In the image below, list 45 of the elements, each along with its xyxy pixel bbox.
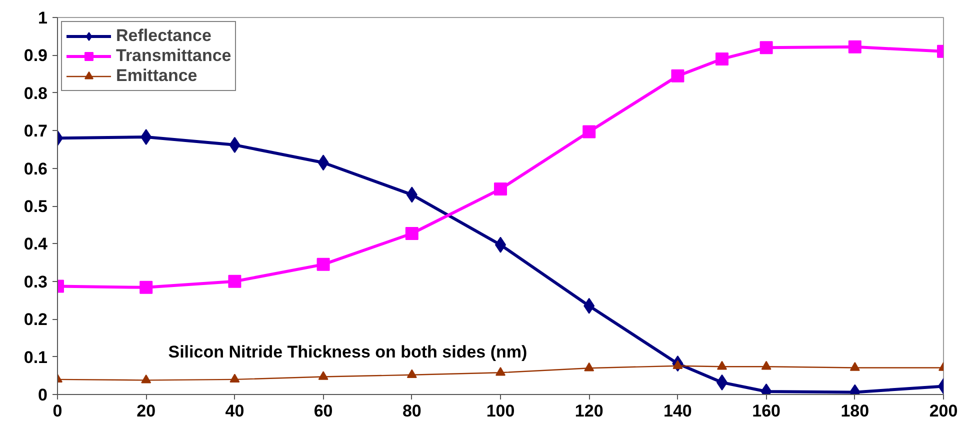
x-tick-label: 200 [929, 402, 958, 420]
point [582, 125, 596, 138]
point [406, 369, 417, 378]
x-tick-label: 80 [402, 402, 422, 420]
point [140, 280, 153, 294]
point [584, 362, 594, 372]
y-tick-label: 0 [38, 386, 48, 404]
x-tick-label: 120 [574, 402, 604, 420]
y-tick-label: 0.2 [24, 310, 48, 330]
y-tick-label: 0.5 [24, 197, 48, 216]
point [671, 69, 684, 82]
x-tick-label: 140 [664, 402, 692, 420]
point [494, 182, 507, 196]
x-tick-label: 160 [752, 402, 780, 420]
point [228, 274, 242, 288]
point [405, 227, 418, 240]
y-tick-label: 0.6 [24, 159, 48, 178]
point [496, 366, 506, 376]
x-tick-label: 60 [314, 402, 333, 420]
point [848, 40, 862, 54]
y-tick-label: 0.8 [24, 84, 48, 103]
x-tick-label: 20 [136, 402, 156, 420]
x-axis-title: Silicon Nitride Thickness on both sides (nm) [168, 342, 528, 362]
y-tick-label: 0.7 [24, 122, 48, 141]
x-tick-label: 0 [52, 402, 62, 420]
point [760, 41, 773, 54]
legend-label: Reflectance [116, 26, 212, 46]
x-tick-label: 40 [225, 402, 244, 420]
y-tick-label: 1 [38, 8, 48, 28]
y-tick-label: 0.1 [24, 348, 48, 367]
point [318, 371, 328, 380]
x-tick-label: 100 [486, 402, 515, 420]
point [761, 360, 772, 370]
point [230, 374, 240, 383]
point [850, 362, 860, 371]
legend-label: Emittance [116, 66, 198, 86]
y-tick-label: 0.9 [24, 46, 48, 66]
point [141, 374, 152, 384]
point [716, 52, 728, 66]
point [316, 258, 330, 271]
y-tick-label: 0.3 [24, 272, 48, 292]
point [717, 360, 727, 370]
legend-label: Transmittance [116, 46, 232, 66]
x-tick-label: 180 [840, 402, 870, 420]
y-tick-label: 0.4 [24, 234, 48, 254]
